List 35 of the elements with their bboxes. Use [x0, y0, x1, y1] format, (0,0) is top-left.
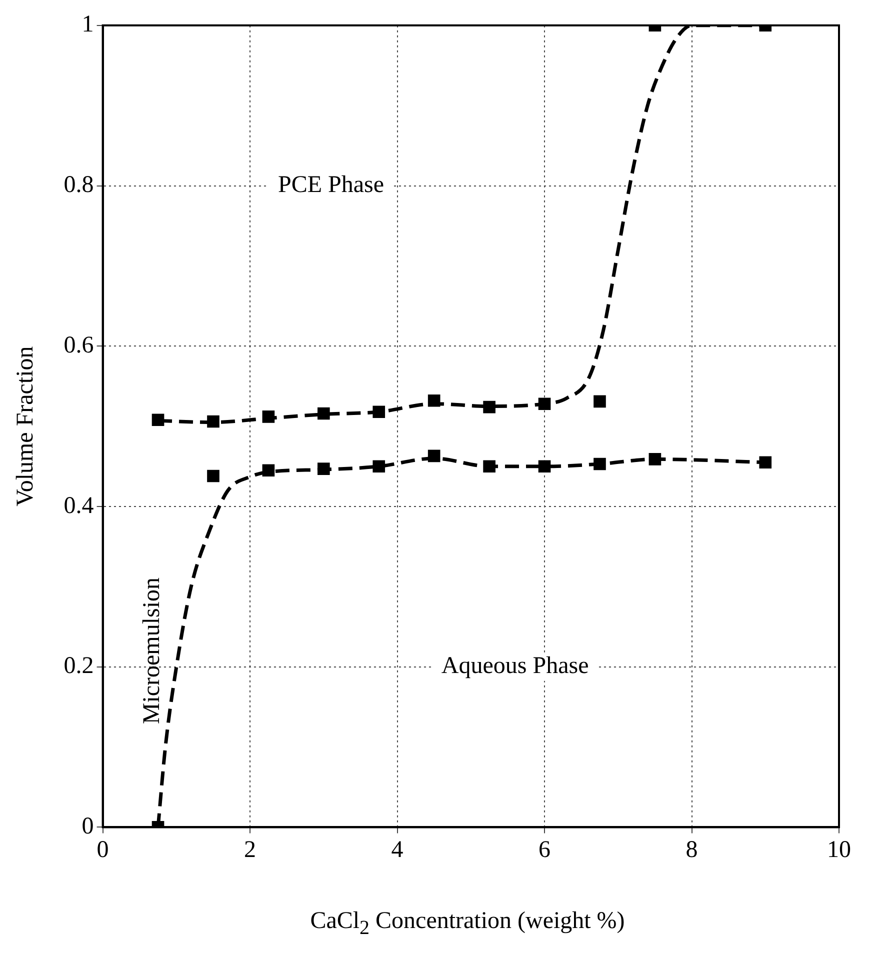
point	[428, 394, 440, 407]
annotation: PCE Phase	[278, 172, 384, 198]
point	[594, 395, 606, 408]
point	[538, 460, 551, 473]
point	[594, 458, 606, 470]
point	[262, 464, 275, 477]
point	[207, 415, 220, 428]
point	[483, 400, 496, 414]
point	[538, 398, 551, 410]
y-tick-label: 0.8	[64, 172, 94, 198]
x-tick-label: 10	[827, 836, 851, 863]
point	[648, 453, 662, 466]
y-axis-title: Volume Fraction	[12, 346, 39, 506]
annotation: Microemulsion	[139, 577, 166, 724]
y-tick-label: 0	[82, 813, 94, 840]
x-axis-title: CaCl$_{2}$ Concentration (weight %)	[309, 908, 626, 940]
y-tick-label: 0.2	[64, 653, 94, 680]
point	[483, 460, 496, 473]
x-tick-label: 4	[391, 836, 404, 863]
y-tick-label: 0.4	[64, 492, 94, 519]
x-tick-label: 6	[538, 836, 551, 863]
point	[152, 414, 164, 426]
y-tick-label: 0.6	[64, 332, 94, 358]
point	[759, 456, 772, 469]
point	[372, 406, 386, 418]
point	[262, 410, 275, 423]
point	[428, 450, 440, 462]
point	[372, 460, 386, 473]
x-tick-label: 8	[686, 836, 698, 863]
point	[318, 407, 330, 420]
point	[318, 462, 330, 475]
point	[207, 470, 220, 482]
y-tick-label: 1	[82, 12, 94, 38]
x-tick-label: 2	[244, 836, 256, 863]
annotation: Aqueous Phase	[441, 653, 589, 680]
